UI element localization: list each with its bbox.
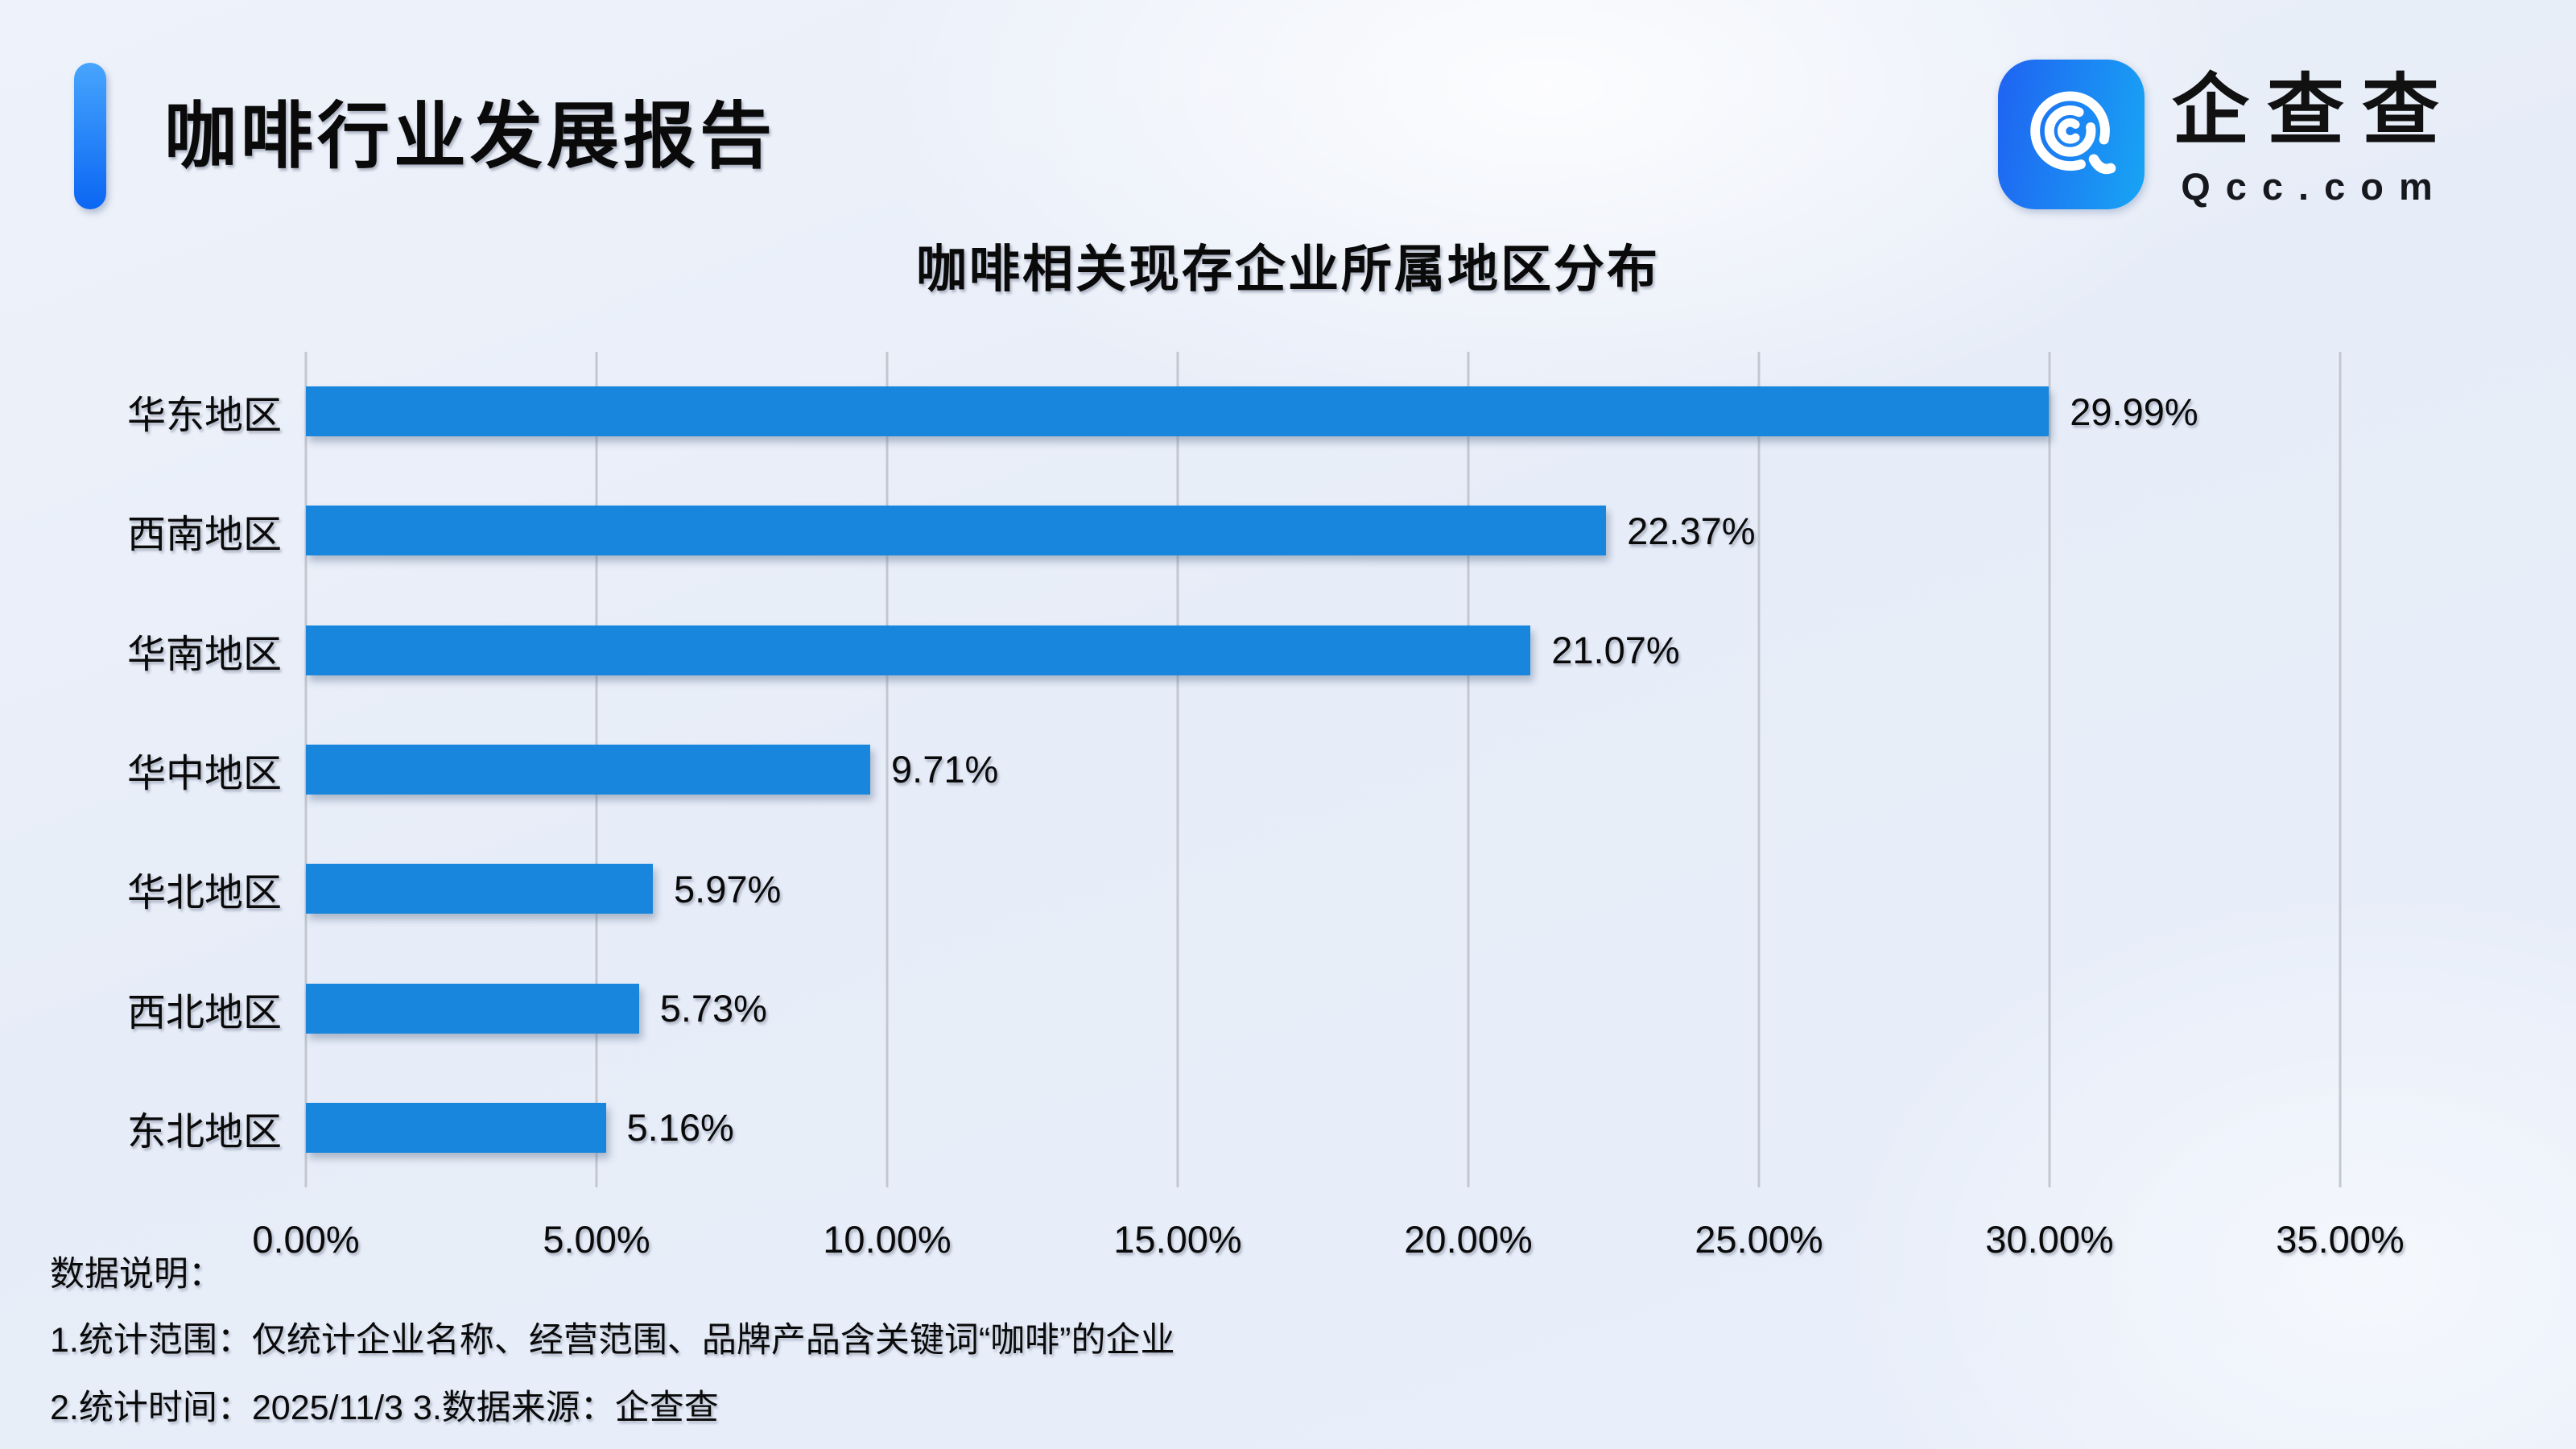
- gridline: [1176, 352, 1179, 1187]
- category-label: 华南地区: [126, 633, 282, 676]
- gridline: [2339, 352, 2342, 1187]
- x-tick-label: 5.00%: [543, 1218, 650, 1261]
- category-label: 华北地区: [126, 872, 282, 915]
- qcc-logo: 企查查 Qcc.com: [1998, 60, 2457, 209]
- page-title: 咖啡行业发展报告: [164, 97, 776, 177]
- category-label: 西北地区: [126, 991, 282, 1034]
- value-label: 29.99%: [2070, 390, 2198, 433]
- x-tick-label: 25.00%: [1695, 1218, 1823, 1261]
- value-label: 5.97%: [674, 867, 782, 910]
- x-tick-label: 10.00%: [823, 1218, 952, 1261]
- gridline: [2048, 352, 2051, 1187]
- x-tick-label: 0.00%: [252, 1218, 360, 1261]
- title-accent-bar: [74, 63, 106, 209]
- gridline: [1757, 352, 1761, 1187]
- category-label: 西南地区: [126, 514, 282, 557]
- notes-time-source: 2.统计时间：2025/11/3 3.数据来源：企查查: [50, 1389, 719, 1427]
- bar-row: 华南地区 21.07%: [127, 591, 2340, 710]
- bar-row: 东北地区 5.16%: [127, 1068, 2340, 1187]
- x-tick-label: 20.00%: [1404, 1218, 1533, 1261]
- chart-title: 咖啡相关现存企业所属地区分布: [916, 242, 1660, 298]
- x-tick-label: 30.00%: [1985, 1218, 2114, 1261]
- bar-row: 华北地区 5.97%: [127, 829, 2340, 948]
- notes-scope: 1.统计范围：仅统计企业名称、经营范围、品牌产品含关键词“咖啡”的企业: [50, 1321, 1175, 1360]
- value-label: 22.37%: [1627, 509, 1756, 552]
- x-tick-label: 15.00%: [1113, 1218, 1242, 1261]
- bar-chart-plot: 华东地区 29.99% 西南地区 22.37% 华南地区 21.07% 华中地区 9.71% 华…: [127, 352, 2342, 1187]
- bar-row: 华中地区 9.71%: [127, 710, 2340, 829]
- bar-西北地区: [306, 983, 639, 1034]
- bar-华北地区: [306, 864, 654, 914]
- logo-brand-name: 企查查: [2172, 68, 2457, 154]
- notes-heading: 数据说明：: [50, 1255, 223, 1294]
- x-tick-label: 35.00%: [2276, 1218, 2405, 1261]
- gridline: [886, 352, 889, 1187]
- bar-row: 西北地区 5.73%: [127, 948, 2340, 1067]
- value-label: 21.07%: [1551, 629, 1680, 672]
- x-axis: 0.00% 5.00% 10.00% 15.00% 20.00% 25.00% 30.00%…: [252, 1217, 2404, 1274]
- bar-西南地区: [306, 506, 1607, 556]
- bar-华南地区: [306, 625, 1531, 675]
- bar-东北地区: [306, 1102, 606, 1153]
- category-label: 华中地区: [126, 752, 282, 795]
- bar-华中地区: [306, 744, 871, 795]
- bar-row: 华东地区 29.99%: [127, 352, 2340, 471]
- bar-rows: 华东地区 29.99% 西南地区 22.37% 华南地区 21.07% 华中地区 9.71% 华…: [127, 352, 2340, 1187]
- data-notes: 数据说明： 1.统计范围：仅统计企业名称、经营范围、品牌产品含关键词“咖啡”的企…: [50, 1253, 1175, 1430]
- gridline: [1467, 352, 1470, 1187]
- magnifier-q-icon: [2030, 91, 2116, 175]
- value-label: 5.73%: [659, 987, 767, 1030]
- value-label: 5.16%: [626, 1106, 734, 1150]
- value-label: 9.71%: [891, 748, 999, 791]
- logo-domain: Qcc.com: [2181, 165, 2448, 208]
- category-label: 华东地区: [126, 394, 282, 438]
- category-label: 东北地区: [126, 1110, 282, 1154]
- bar-row: 西南地区 22.37%: [127, 471, 2340, 590]
- bar-华东地区: [306, 386, 2050, 437]
- qcc-logo-icon: [1998, 60, 2145, 209]
